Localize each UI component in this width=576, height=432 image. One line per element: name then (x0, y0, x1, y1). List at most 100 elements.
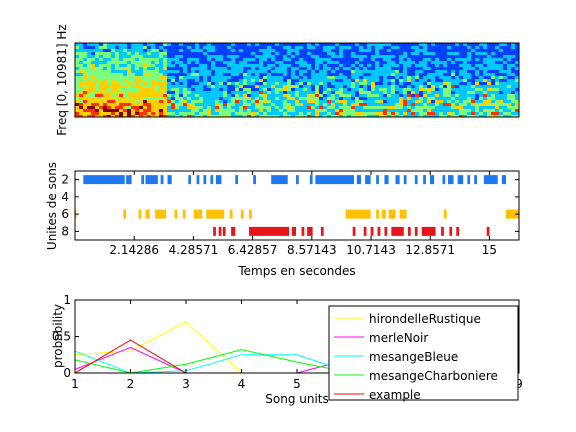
spectrogram-cell (95, 76, 99, 79)
spectrogram-cell (91, 46, 95, 49)
spectrogram-cell (247, 97, 251, 100)
spectrogram-cell (503, 43, 507, 46)
sound-units-x-axis-label: Temps en secondes (237, 264, 355, 278)
spectrogram-cell (371, 91, 375, 94)
spectrogram-cell (163, 61, 167, 64)
sound-unit-segment-8 (301, 226, 305, 236)
spectrogram-cell (459, 76, 463, 79)
spectrogram-cell (399, 106, 403, 109)
spectrogram-cell (95, 79, 99, 82)
spectrogram-cell (151, 82, 155, 85)
spectrogram-cell (199, 109, 203, 112)
spectrogram-cell (235, 67, 239, 70)
spectrogram-cell (215, 46, 219, 49)
spectrogram-cell (267, 115, 271, 117)
spectrogram-cell (327, 46, 331, 49)
spectrogram-cell (515, 112, 519, 115)
spectrogram-cell (415, 97, 419, 100)
spectrogram-cell (375, 103, 379, 106)
spectrogram-cell (383, 67, 387, 70)
spectrogram-cell (459, 85, 463, 88)
spectrogram-cell (471, 109, 475, 112)
spectrogram-cell (143, 43, 147, 46)
spectrogram-cell (275, 82, 279, 85)
spectrogram-cell (435, 70, 439, 73)
spectrogram-cell (291, 97, 295, 100)
spectrogram-cell (411, 100, 415, 103)
spectrogram-cell (315, 43, 319, 46)
spectrogram-cell (135, 58, 139, 61)
spectrogram-cell (443, 43, 447, 46)
spectrogram-cell (99, 79, 103, 82)
spectrogram-cell (471, 88, 475, 91)
spectrogram-cell (279, 49, 283, 52)
spectrogram-cell (107, 58, 111, 61)
spectrogram-cell (363, 67, 367, 70)
spectrogram-cell (255, 58, 259, 61)
spectrogram-cell (251, 64, 255, 67)
spectrogram-cell (147, 49, 151, 52)
spectrogram-cell (127, 52, 131, 55)
spectrogram-cell (471, 43, 475, 46)
spectrogram-cell (475, 49, 479, 52)
spectrogram-cell (463, 61, 467, 64)
spectrogram-cell (207, 94, 211, 97)
spectrogram-cell (235, 79, 239, 82)
spectrogram-cell (507, 46, 511, 49)
spectrogram-cell (123, 52, 127, 55)
spectrogram-cell (251, 109, 255, 112)
spectrogram-cell (363, 58, 367, 61)
spectrogram-cell (371, 67, 375, 70)
spectrogram-cell (191, 109, 195, 112)
spectrogram-cell (283, 43, 287, 46)
spectrogram-cell (131, 103, 135, 106)
spectrogram-cell (167, 76, 171, 79)
spectrogram-cell (283, 106, 287, 109)
spectrogram-cell (107, 79, 111, 82)
spectrogram-cell (363, 82, 367, 85)
spectrogram-cell (383, 79, 387, 82)
spectrogram-cell (223, 82, 227, 85)
spectrogram-cell (355, 67, 359, 70)
spectrogram-cell (315, 73, 319, 76)
spectrogram-cell (259, 97, 263, 100)
spectrogram-cell (359, 106, 363, 109)
spectrogram-cell (463, 46, 467, 49)
spectrogram-cell (387, 88, 391, 91)
spectrogram-cell (407, 85, 411, 88)
spectrogram-cell (127, 112, 131, 115)
spectrogram-cell (227, 82, 231, 85)
spectrogram-cell (279, 112, 283, 115)
spectrogram-cell (127, 49, 131, 52)
spectrogram-cell (303, 88, 307, 91)
spectrogram-cell (271, 73, 275, 76)
spectrogram-cell (311, 91, 315, 94)
spectrogram-cell (127, 79, 131, 82)
sound-unit-segment-6 (145, 209, 150, 219)
spectrogram-cell (407, 100, 411, 103)
spectrogram-cell (103, 70, 107, 73)
spectrogram-cell (315, 103, 319, 106)
spectrogram-cell (283, 94, 287, 97)
spectrogram-cell (303, 85, 307, 88)
spectrogram-cell (243, 115, 247, 117)
spectrogram-cell (143, 70, 147, 73)
spectrogram-cell (203, 79, 207, 82)
spectrogram-cell (471, 73, 475, 76)
spectrogram-cell (491, 76, 495, 79)
spectrogram-cell (91, 85, 95, 88)
spectrogram-cell (471, 46, 475, 49)
spectrogram-cell (271, 91, 275, 94)
spectrogram-cell (467, 49, 471, 52)
spectrogram-cell (507, 97, 511, 100)
spectrogram-cell (391, 58, 395, 61)
spectrogram-cell (459, 52, 463, 55)
spectrogram-cell (119, 43, 123, 46)
spectrogram-cell (191, 97, 195, 100)
spectrogram-cell (95, 97, 99, 100)
spectrogram-cell (235, 112, 239, 115)
spectrogram-cell (299, 70, 303, 73)
spectrogram-cell (207, 79, 211, 82)
spectrogram-cell (151, 97, 155, 100)
spectrogram-cell (487, 43, 491, 46)
